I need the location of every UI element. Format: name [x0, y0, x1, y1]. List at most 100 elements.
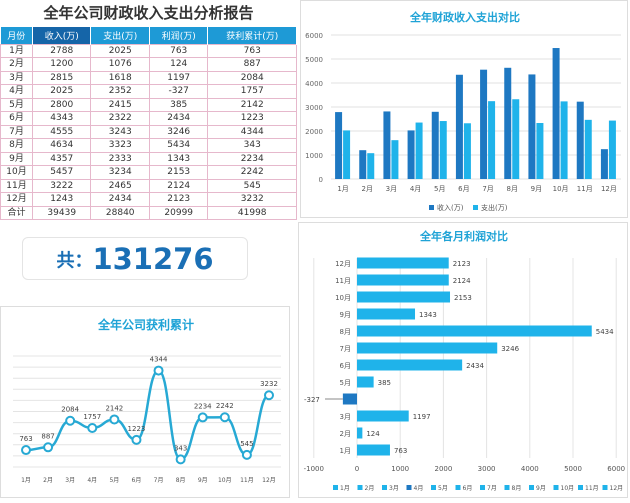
table-row: 9月 4357 2333 1343 2234: [0, 151, 297, 166]
table-cell[interactable]: 8月: [0, 138, 33, 153]
table-cell[interactable]: 545: [207, 178, 297, 193]
table-cell[interactable]: 2322: [90, 111, 150, 126]
table-cell[interactable]: 2352: [90, 84, 150, 99]
data-label: 545: [240, 440, 253, 448]
table-title: 全年公司财政收入支出分析报告: [43, 4, 254, 22]
table-row: 3月 2815 1618 1197 2084: [0, 70, 297, 85]
table-cell[interactable]: 11月: [0, 178, 33, 193]
table-cell[interactable]: 7月: [0, 124, 33, 139]
bar-expense: [463, 123, 471, 179]
bar-expense: [439, 121, 447, 179]
table-cell[interactable]: 1197: [148, 70, 209, 85]
table-cell[interactable]: 5月: [0, 97, 33, 112]
column-header[interactable]: 获利累计(万): [207, 27, 297, 44]
table-cell[interactable]: 343: [207, 138, 297, 153]
column-header[interactable]: 月份: [0, 27, 33, 44]
table-cell[interactable]: 2800: [31, 97, 92, 112]
table-cell[interactable]: 28840: [90, 205, 150, 220]
bar-income: [407, 130, 415, 179]
table-cell[interactable]: 12月: [0, 192, 33, 207]
table-cell[interactable]: 3234: [90, 165, 150, 180]
legend-label: 12月: [610, 485, 624, 492]
table-cell[interactable]: 3323: [90, 138, 150, 153]
data-label: 763: [19, 435, 32, 443]
table-cell[interactable]: 1月: [0, 43, 33, 58]
table-cell[interactable]: 4357: [31, 151, 92, 166]
table-cell[interactable]: 2434: [148, 111, 209, 126]
legend-swatch: [553, 485, 559, 490]
data-label: 2434: [466, 362, 484, 370]
data-point: [219, 412, 230, 423]
table-cell[interactable]: 2153: [148, 165, 209, 180]
table-cell[interactable]: 1243: [31, 192, 92, 207]
x-tick-label: 8月: [507, 185, 518, 193]
data-label: 1197: [413, 413, 431, 421]
table-cell[interactable]: 1618: [90, 70, 150, 85]
table-cell[interactable]: 2415: [90, 97, 150, 112]
table-cell[interactable]: 39439: [31, 205, 92, 220]
bar-income: [480, 69, 488, 179]
table-cell[interactable]: 1343: [148, 151, 209, 166]
table-row: 4月 2025 2352 -327 1757: [0, 84, 297, 99]
table-cell[interactable]: 3232: [207, 192, 297, 207]
table-cell[interactable]: 41998: [207, 205, 297, 220]
table-cell[interactable]: 887: [207, 57, 297, 72]
table-cell[interactable]: 2434: [90, 192, 150, 207]
table-cell[interactable]: 20999: [148, 205, 209, 220]
table-cell[interactable]: 3222: [31, 178, 92, 193]
table-cell[interactable]: -327: [148, 84, 209, 99]
table-cell[interactable]: 2234: [207, 151, 297, 166]
table-cell[interactable]: 3243: [90, 124, 150, 139]
table-cell[interactable]: 5457: [31, 165, 92, 180]
table-cell[interactable]: 124: [148, 57, 209, 72]
table-cell[interactable]: 2815: [31, 70, 92, 85]
legend-swatch: [382, 485, 387, 490]
x-tick-label: 12月: [601, 185, 617, 193]
table-cell[interactable]: 2465: [90, 178, 150, 193]
table-cell[interactable]: 9月: [0, 151, 33, 166]
chart-title: 全年各月利润对比: [419, 229, 508, 243]
chart-title: 全年财政收入支出对比: [409, 10, 520, 24]
table-cell[interactable]: 1757: [207, 84, 297, 99]
table-cell[interactable]: 2月: [0, 57, 33, 72]
column-header[interactable]: 利润(万): [149, 27, 209, 44]
table-cell[interactable]: 2025: [31, 84, 92, 99]
table-cell[interactable]: 4555: [31, 124, 92, 139]
table-cell[interactable]: 4634: [31, 138, 92, 153]
x-tick-label: 1月: [21, 477, 31, 484]
table-cell[interactable]: 2242: [207, 165, 297, 180]
table-cell[interactable]: 763: [148, 43, 209, 58]
table-cell[interactable]: 1076: [90, 57, 150, 72]
bar-expense: [415, 122, 423, 179]
legend-swatch: [473, 205, 478, 210]
table-cell[interactable]: 2025: [90, 43, 150, 58]
column-header[interactable]: 收入(万): [32, 27, 92, 44]
table-cell[interactable]: 2124: [148, 178, 209, 193]
table-cell[interactable]: 合计: [0, 205, 33, 220]
table-cell[interactable]: 4343: [31, 111, 92, 126]
table-cell[interactable]: 1223: [207, 111, 297, 126]
table-cell[interactable]: 1200: [31, 57, 92, 72]
table-cell[interactable]: 2142: [207, 97, 297, 112]
table-cell[interactable]: 2788: [31, 43, 92, 58]
table-cell[interactable]: 3月: [0, 70, 33, 85]
table-cell[interactable]: 2084: [207, 70, 297, 85]
table-cell[interactable]: 4344: [207, 124, 297, 139]
column-header[interactable]: 支出(万): [90, 27, 150, 44]
x-tick-label: 10月: [218, 477, 232, 484]
y-tick-label: 2月: [340, 430, 351, 438]
table-cell[interactable]: 763: [207, 43, 297, 58]
table-cell[interactable]: 6月: [0, 111, 33, 126]
table-cell[interactable]: 2123: [148, 192, 209, 207]
table-cell[interactable]: 10月: [0, 165, 33, 180]
table-cell[interactable]: 2333: [90, 151, 150, 166]
data-point: [264, 390, 274, 401]
table-cell[interactable]: 4月: [0, 84, 33, 99]
x-tick-label: 12月: [262, 477, 276, 484]
table-cell[interactable]: 5434: [148, 138, 209, 153]
bar-income: [528, 74, 536, 179]
table-cell[interactable]: 385: [148, 97, 209, 112]
table-cell[interactable]: 3246: [148, 124, 209, 139]
data-label: 385: [378, 379, 391, 387]
legend-label: 5月: [438, 485, 448, 492]
